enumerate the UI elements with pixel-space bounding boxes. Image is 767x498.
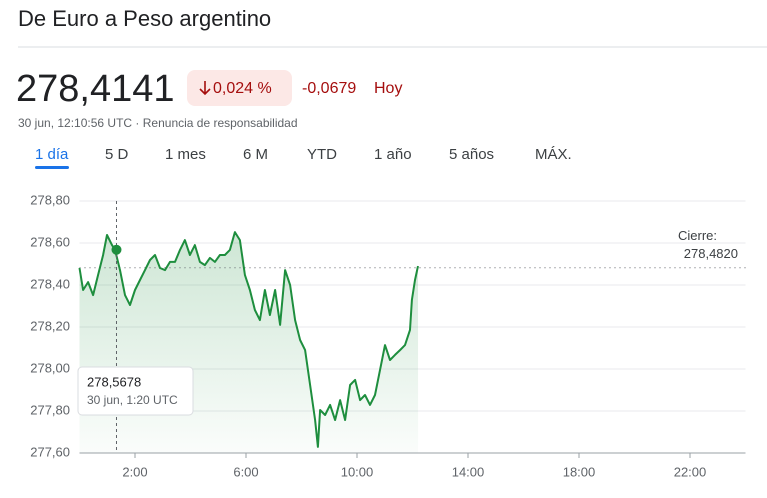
- previous-close-label: Cierre:: [678, 228, 717, 243]
- tabs: 1 día 5 D 1 mes 6 M YTD 1 año 5 años MÁX.: [35, 146, 572, 169]
- change-badge: [187, 70, 292, 106]
- previous-close-value: 278,4820: [684, 246, 738, 261]
- hover-dot: [111, 244, 122, 255]
- tab[interactable]: MÁX.: [535, 146, 572, 163]
- price-line: [78, 231, 419, 448]
- timestamp: 30 jun, 12:10:56 UTC · Renuncia de respo…: [18, 116, 298, 130]
- tab[interactable]: YTD: [307, 146, 337, 163]
- tooltip-value: 278,5678: [87, 374, 141, 389]
- tab[interactable]: 5 D: [105, 146, 129, 163]
- y-tick-label: 277,60: [30, 444, 70, 459]
- tab-underline: [35, 166, 69, 169]
- x-tick-label: 18:00: [563, 464, 596, 479]
- change-pct: 0,024 %: [213, 80, 272, 97]
- tab[interactable]: 1 año: [374, 146, 412, 163]
- down-arrow: [199, 81, 211, 96]
- y-tick-label: 277,80: [30, 402, 70, 417]
- change-abs: -0,0679: [302, 80, 356, 97]
- y-tick-label: 278,40: [30, 276, 70, 291]
- y-tick-label: 278,00: [30, 360, 70, 375]
- tooltip-date: 30 jun, 1:20 UTC: [87, 393, 178, 407]
- disclaimer[interactable]: Renuncia de responsabilidad: [143, 116, 298, 130]
- x-tick-label: 10:00: [341, 464, 374, 479]
- y-tick-label: 278,20: [30, 318, 70, 333]
- x-tick-label: 14:00: [452, 464, 485, 479]
- title: De Euro a Peso argentino: [18, 6, 271, 31]
- x-tick-label: 22:00: [674, 464, 707, 479]
- tab[interactable]: 5 años: [449, 146, 494, 163]
- price: 278,4141: [16, 68, 175, 110]
- tab[interactable]: 1 día: [35, 146, 69, 163]
- chart: 277,60 277,80 278,00 278,20 278,40 278,60 278,…: [30, 192, 746, 479]
- tab[interactable]: 6 M: [243, 146, 268, 163]
- area-fill: [79, 232, 419, 453]
- x-tick-label: 2:00: [122, 464, 147, 479]
- y-tick-label: 278,60: [30, 234, 70, 249]
- y-tick-label: 278,80: [30, 192, 70, 207]
- timestamp-text: 30 jun, 12:10:56 UTC: [18, 116, 132, 130]
- period: Hoy: [374, 80, 402, 97]
- x-tick-label: 6:00: [233, 464, 258, 479]
- tab[interactable]: 1 mes: [165, 146, 206, 163]
- tooltip-box: [77, 366, 194, 416]
